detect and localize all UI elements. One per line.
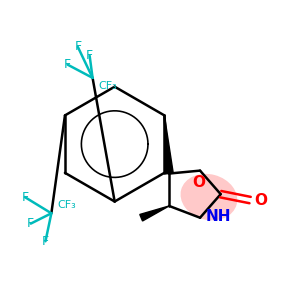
Text: F: F: [42, 235, 49, 248]
Text: F: F: [21, 190, 28, 204]
Text: O: O: [192, 175, 205, 190]
Text: CF₃: CF₃: [57, 200, 76, 210]
Text: F: F: [27, 217, 34, 230]
Text: F: F: [64, 58, 71, 71]
Text: F: F: [86, 49, 93, 62]
Polygon shape: [164, 116, 173, 174]
Text: O: O: [254, 193, 268, 208]
Ellipse shape: [181, 174, 237, 220]
Text: F: F: [74, 40, 81, 53]
Text: CF₃: CF₃: [98, 81, 117, 91]
Text: NH: NH: [206, 209, 231, 224]
Polygon shape: [140, 206, 169, 221]
